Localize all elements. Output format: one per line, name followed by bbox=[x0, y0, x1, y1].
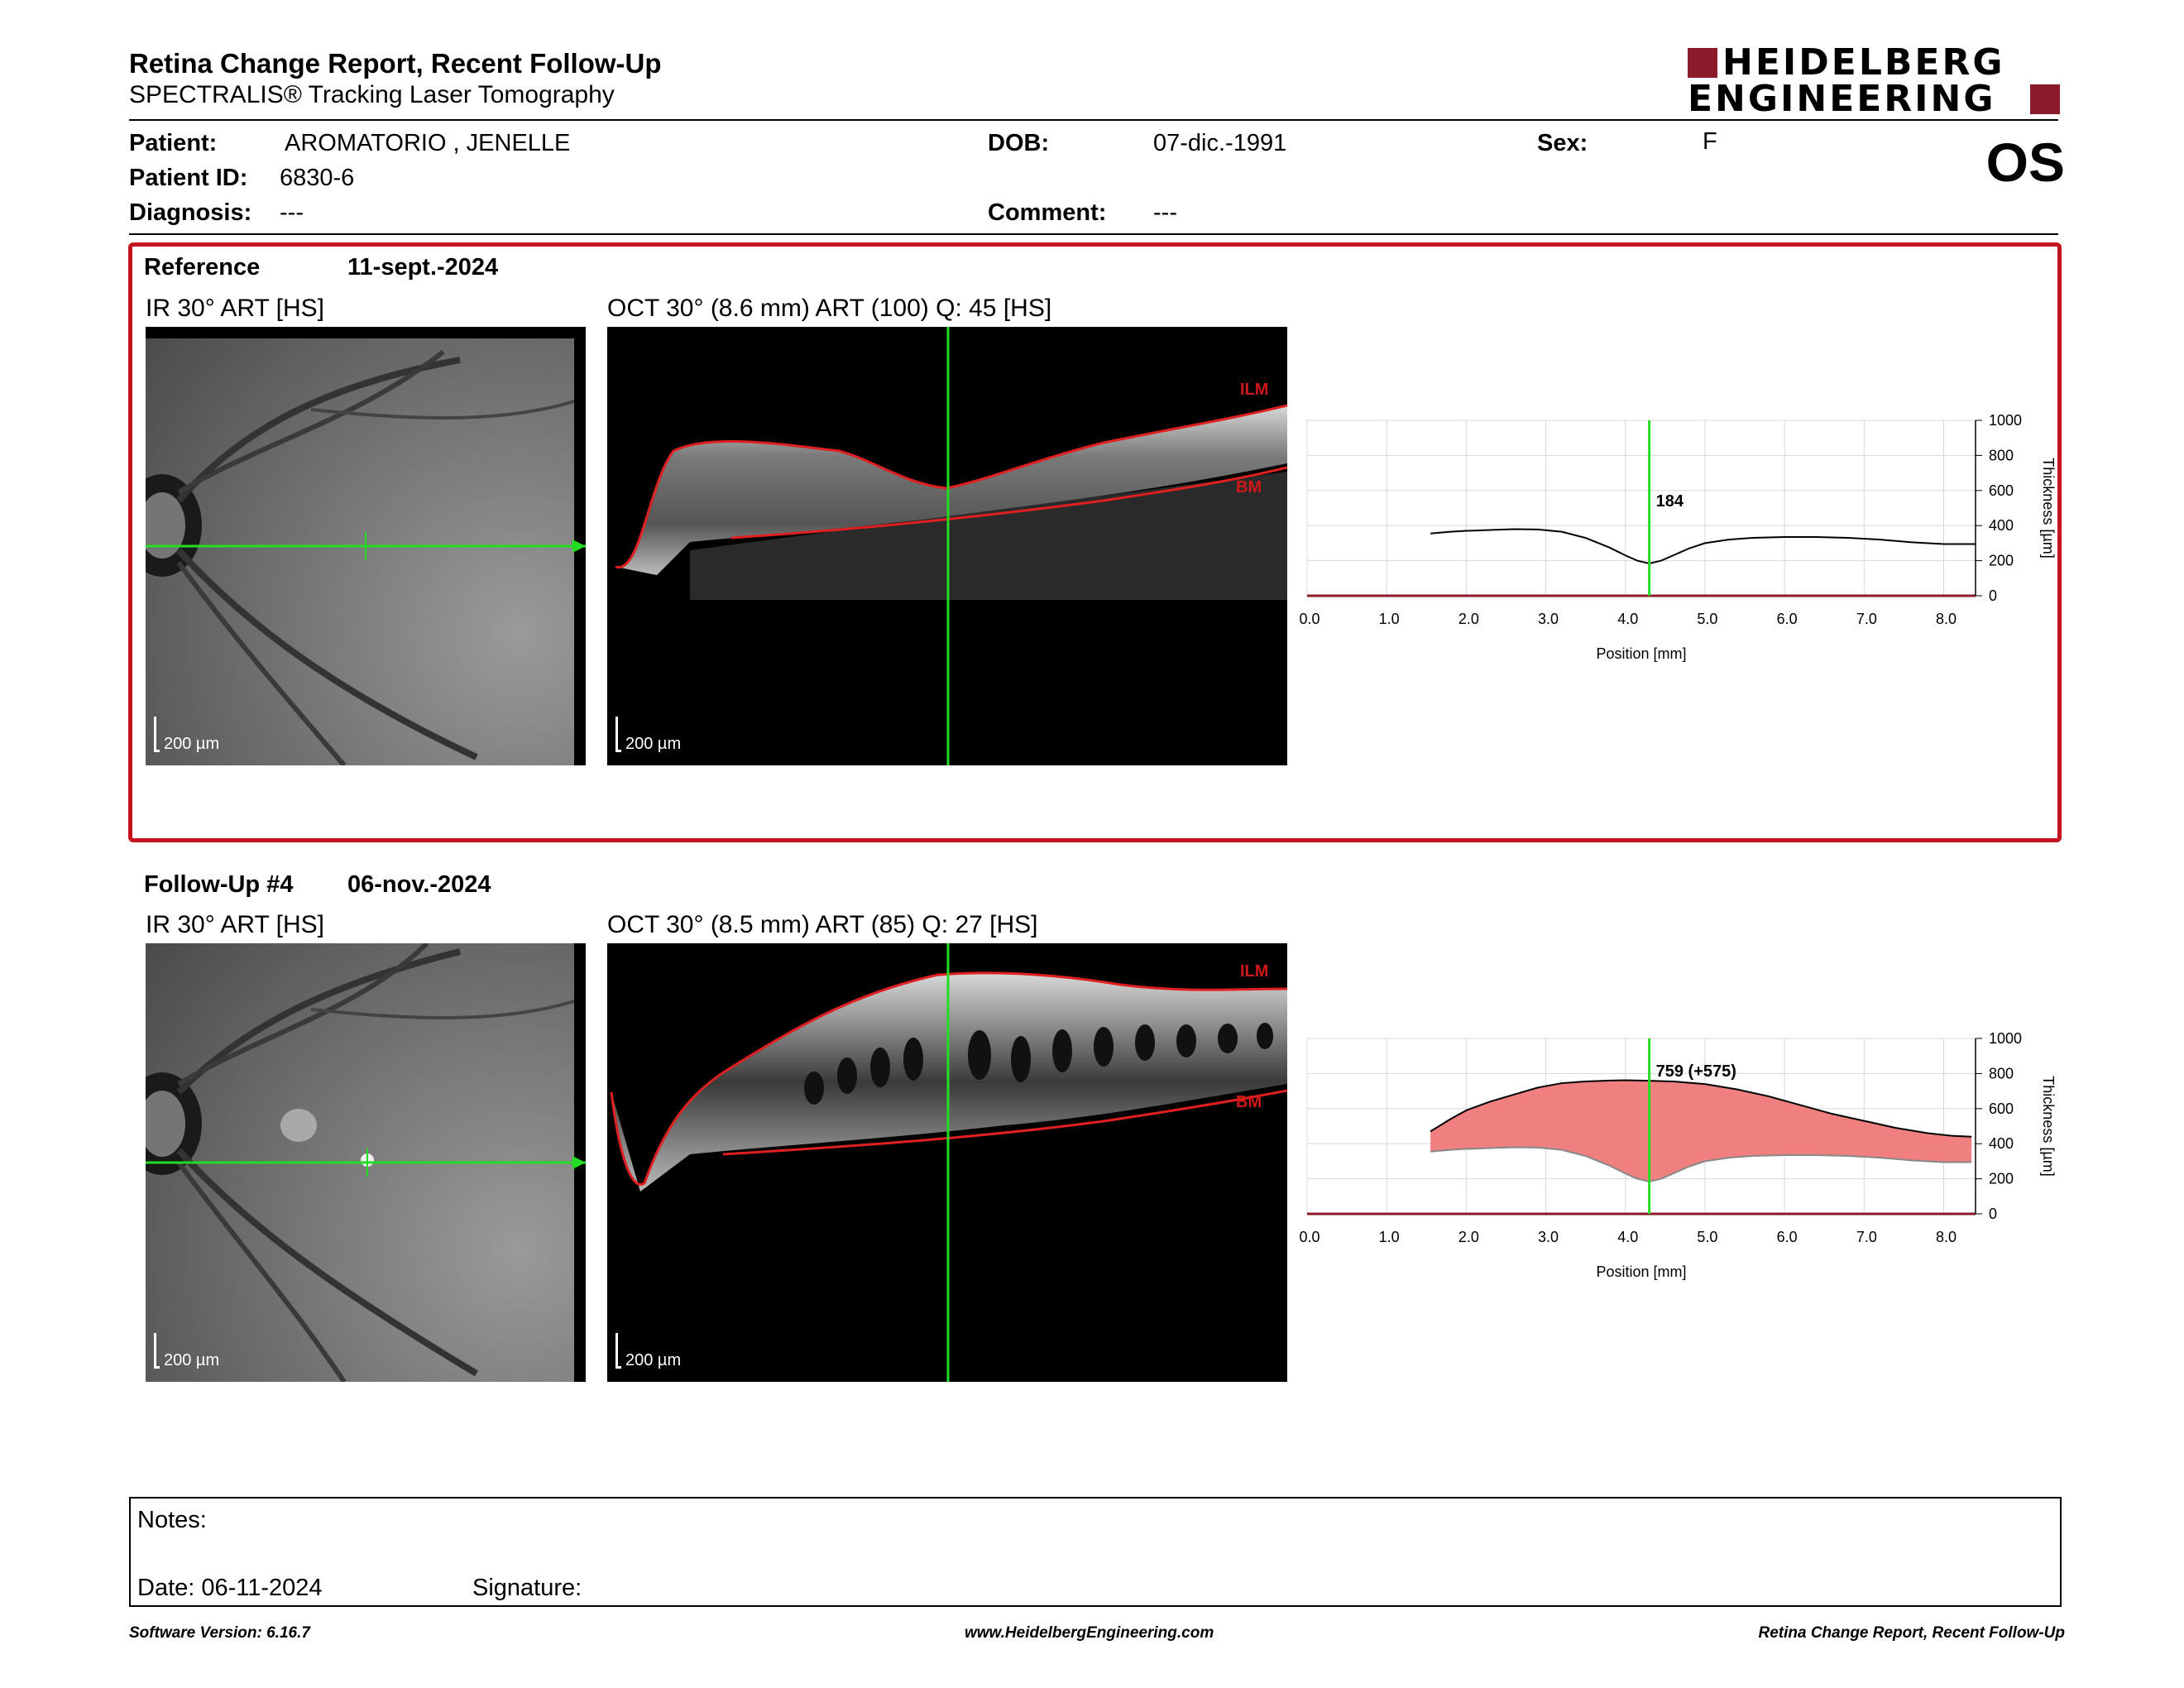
reference-oct-scale-label: 200 µm bbox=[625, 735, 682, 753]
y-tick-label: 800 bbox=[1989, 1065, 2014, 1081]
x-tick-label: 5.0 bbox=[1697, 611, 1717, 627]
comment-value: --- bbox=[1153, 199, 1177, 226]
footer-report-name: Retina Change Report, Recent Follow-Up bbox=[1758, 1624, 2065, 1642]
y-tick-label: 0 bbox=[1989, 587, 1997, 604]
followup-ilm-label: ILM bbox=[1240, 962, 1268, 981]
reference-date: 11-sept.-2024 bbox=[347, 254, 499, 281]
reference-thickness-chart: 0.0 1.0 2.0 3.0 4.0 5.0 6.0 7.0 8.0 0 200 400 600 800… bbox=[1299, 412, 2057, 662]
logo-bar-right bbox=[2030, 84, 2060, 114]
x-tick-label: 6.0 bbox=[1777, 1229, 1798, 1245]
y-tick-label: 800 bbox=[1989, 447, 2014, 463]
y-tick-label: 400 bbox=[1989, 1135, 2014, 1152]
x-tick-label: 8.0 bbox=[1936, 1229, 1956, 1245]
logo-bar-left bbox=[1688, 48, 1717, 78]
followup-ir-scale-label: 200 µm bbox=[164, 1351, 220, 1369]
reference-ir-scale-bar: 200 µm bbox=[154, 717, 220, 754]
notes-date: Date: 06-11-2024 bbox=[137, 1575, 323, 1601]
followup-ir-image: 200 µm bbox=[146, 943, 586, 1382]
x-tick-label: 1.0 bbox=[1379, 611, 1400, 627]
diagnosis-value: --- bbox=[280, 199, 304, 226]
dob-value: 07-dic.-1991 bbox=[1153, 130, 1287, 156]
y-tick-label: 600 bbox=[1989, 1101, 2014, 1117]
reference-oct-image: ILM BM 200 µm bbox=[607, 327, 1287, 765]
report-title: Retina Change Report, Recent Follow-Up bbox=[129, 48, 662, 79]
reference-oct-scale-bar: 200 µm bbox=[615, 717, 682, 754]
x-tick-label: 8.0 bbox=[1936, 611, 1956, 627]
y-tick-label: 400 bbox=[1989, 517, 2014, 534]
y-tick-label: 200 bbox=[1989, 1171, 2014, 1187]
y-tick-label: 1000 bbox=[1989, 412, 2022, 429]
x-tick-label: 0.0 bbox=[1299, 611, 1320, 627]
diagnosis-label: Diagnosis: bbox=[129, 199, 252, 226]
followup-oct-scale-label: 200 µm bbox=[625, 1351, 682, 1369]
logo-line1: HEIDELBERG bbox=[1722, 41, 2005, 84]
reference-ir-caption: IR 30° ART [HS] bbox=[146, 295, 324, 322]
followup-oct-image: ILM BM 200 µm bbox=[607, 943, 1287, 1382]
followup-ir-scale-bar: 200 µm bbox=[154, 1333, 220, 1370]
change-area bbox=[1430, 1080, 1972, 1182]
reference-bm-label: BM bbox=[1236, 478, 1262, 496]
notes-box: Notes: Date: 06-11-2024 Signature: bbox=[129, 1497, 2062, 1607]
sex-value: F bbox=[1703, 128, 1717, 155]
sex-label: Sex: bbox=[1537, 130, 1588, 156]
y-tick-label: 0 bbox=[1989, 1206, 1997, 1222]
reference-box bbox=[128, 242, 2062, 842]
company-logo: HEIDELBERG ENGINEERING bbox=[1688, 41, 2060, 120]
followup-thickness-chart: 0.0 1.0 2.0 3.0 4.0 5.0 6.0 7.0 8.0 0 200 400 600 800… bbox=[1299, 1030, 2057, 1280]
y-tick-label: 200 bbox=[1989, 553, 2014, 569]
patient-id-label: Patient ID: bbox=[129, 165, 248, 191]
x-axis-title: Position [mm] bbox=[1596, 645, 1686, 662]
x-tick-label: 0.0 bbox=[1299, 1229, 1320, 1245]
x-tick-label: 6.0 bbox=[1777, 611, 1798, 627]
y-tick-label: 600 bbox=[1989, 482, 2014, 499]
followup-ir-caption: IR 30° ART [HS] bbox=[146, 911, 324, 938]
reference-ir-scale-label: 200 µm bbox=[164, 735, 220, 753]
notes-label: Notes: bbox=[137, 1507, 207, 1533]
x-tick-label: 7.0 bbox=[1856, 611, 1877, 627]
x-tick-label: 2.0 bbox=[1458, 1229, 1479, 1245]
eye-indicator: OS bbox=[1985, 132, 2065, 193]
logo-line2: ENGINEERING bbox=[1688, 78, 1996, 120]
x-tick-label: 5.0 bbox=[1697, 1229, 1717, 1245]
header-rule bbox=[129, 119, 2058, 121]
followup-bm-label: BM bbox=[1236, 1093, 1262, 1111]
reference-thickness-line bbox=[1430, 1146, 1972, 1183]
y-axis-title: Thickness [µm] bbox=[2040, 458, 2057, 558]
reference-ilm-label: ILM bbox=[1240, 381, 1268, 399]
followup-label: Follow-Up #4 bbox=[144, 871, 294, 898]
followup-oct-caption: OCT 30° (8.5 mm) ART (85) Q: 27 [HS] bbox=[607, 911, 1038, 938]
signature-label: Signature: bbox=[472, 1575, 582, 1601]
reference-oct-caption: OCT 30° (8.6 mm) ART (100) Q: 45 [HS] bbox=[607, 295, 1052, 322]
x-axis-title: Position [mm] bbox=[1596, 1264, 1686, 1280]
y-axis-title: Thickness [µm] bbox=[2040, 1076, 2057, 1176]
patient-rule bbox=[129, 233, 2058, 235]
marker-value-label: 184 bbox=[1656, 492, 1684, 511]
x-tick-label: 1.0 bbox=[1379, 1229, 1400, 1245]
followup-oct-scale-bar: 200 µm bbox=[615, 1333, 682, 1370]
x-tick-label: 3.0 bbox=[1538, 1229, 1559, 1245]
x-tick-label: 4.0 bbox=[1617, 611, 1638, 627]
patient-id-value: 6830-6 bbox=[280, 165, 355, 191]
x-tick-label: 4.0 bbox=[1617, 1229, 1638, 1245]
thickness-line bbox=[1430, 528, 1976, 565]
footer-website: www.HeidelbergEngineering.com bbox=[965, 1624, 1214, 1642]
footer-software-version: Software Version: 6.16.7 bbox=[129, 1624, 310, 1642]
reference-label: Reference bbox=[144, 254, 261, 281]
y-tick-label: 1000 bbox=[1989, 1030, 2022, 1047]
report-subtitle: SPECTRALIS® Tracking Laser Tomography bbox=[129, 81, 615, 108]
dob-label: DOB: bbox=[988, 130, 1050, 156]
x-tick-label: 3.0 bbox=[1538, 611, 1559, 627]
reference-ir-image: 200 µm bbox=[146, 327, 586, 765]
followup-date: 06-nov.-2024 bbox=[347, 871, 491, 898]
followup-thickness-line bbox=[1430, 1079, 1972, 1138]
comment-label: Comment: bbox=[988, 199, 1107, 226]
patient-label: Patient: bbox=[129, 130, 218, 156]
x-tick-label: 7.0 bbox=[1856, 1229, 1877, 1245]
x-tick-label: 2.0 bbox=[1458, 611, 1479, 627]
patient-name: AROMATORIO , JENELLE bbox=[285, 130, 571, 156]
marker-value-label: 759 (+575) bbox=[1656, 1062, 1736, 1081]
